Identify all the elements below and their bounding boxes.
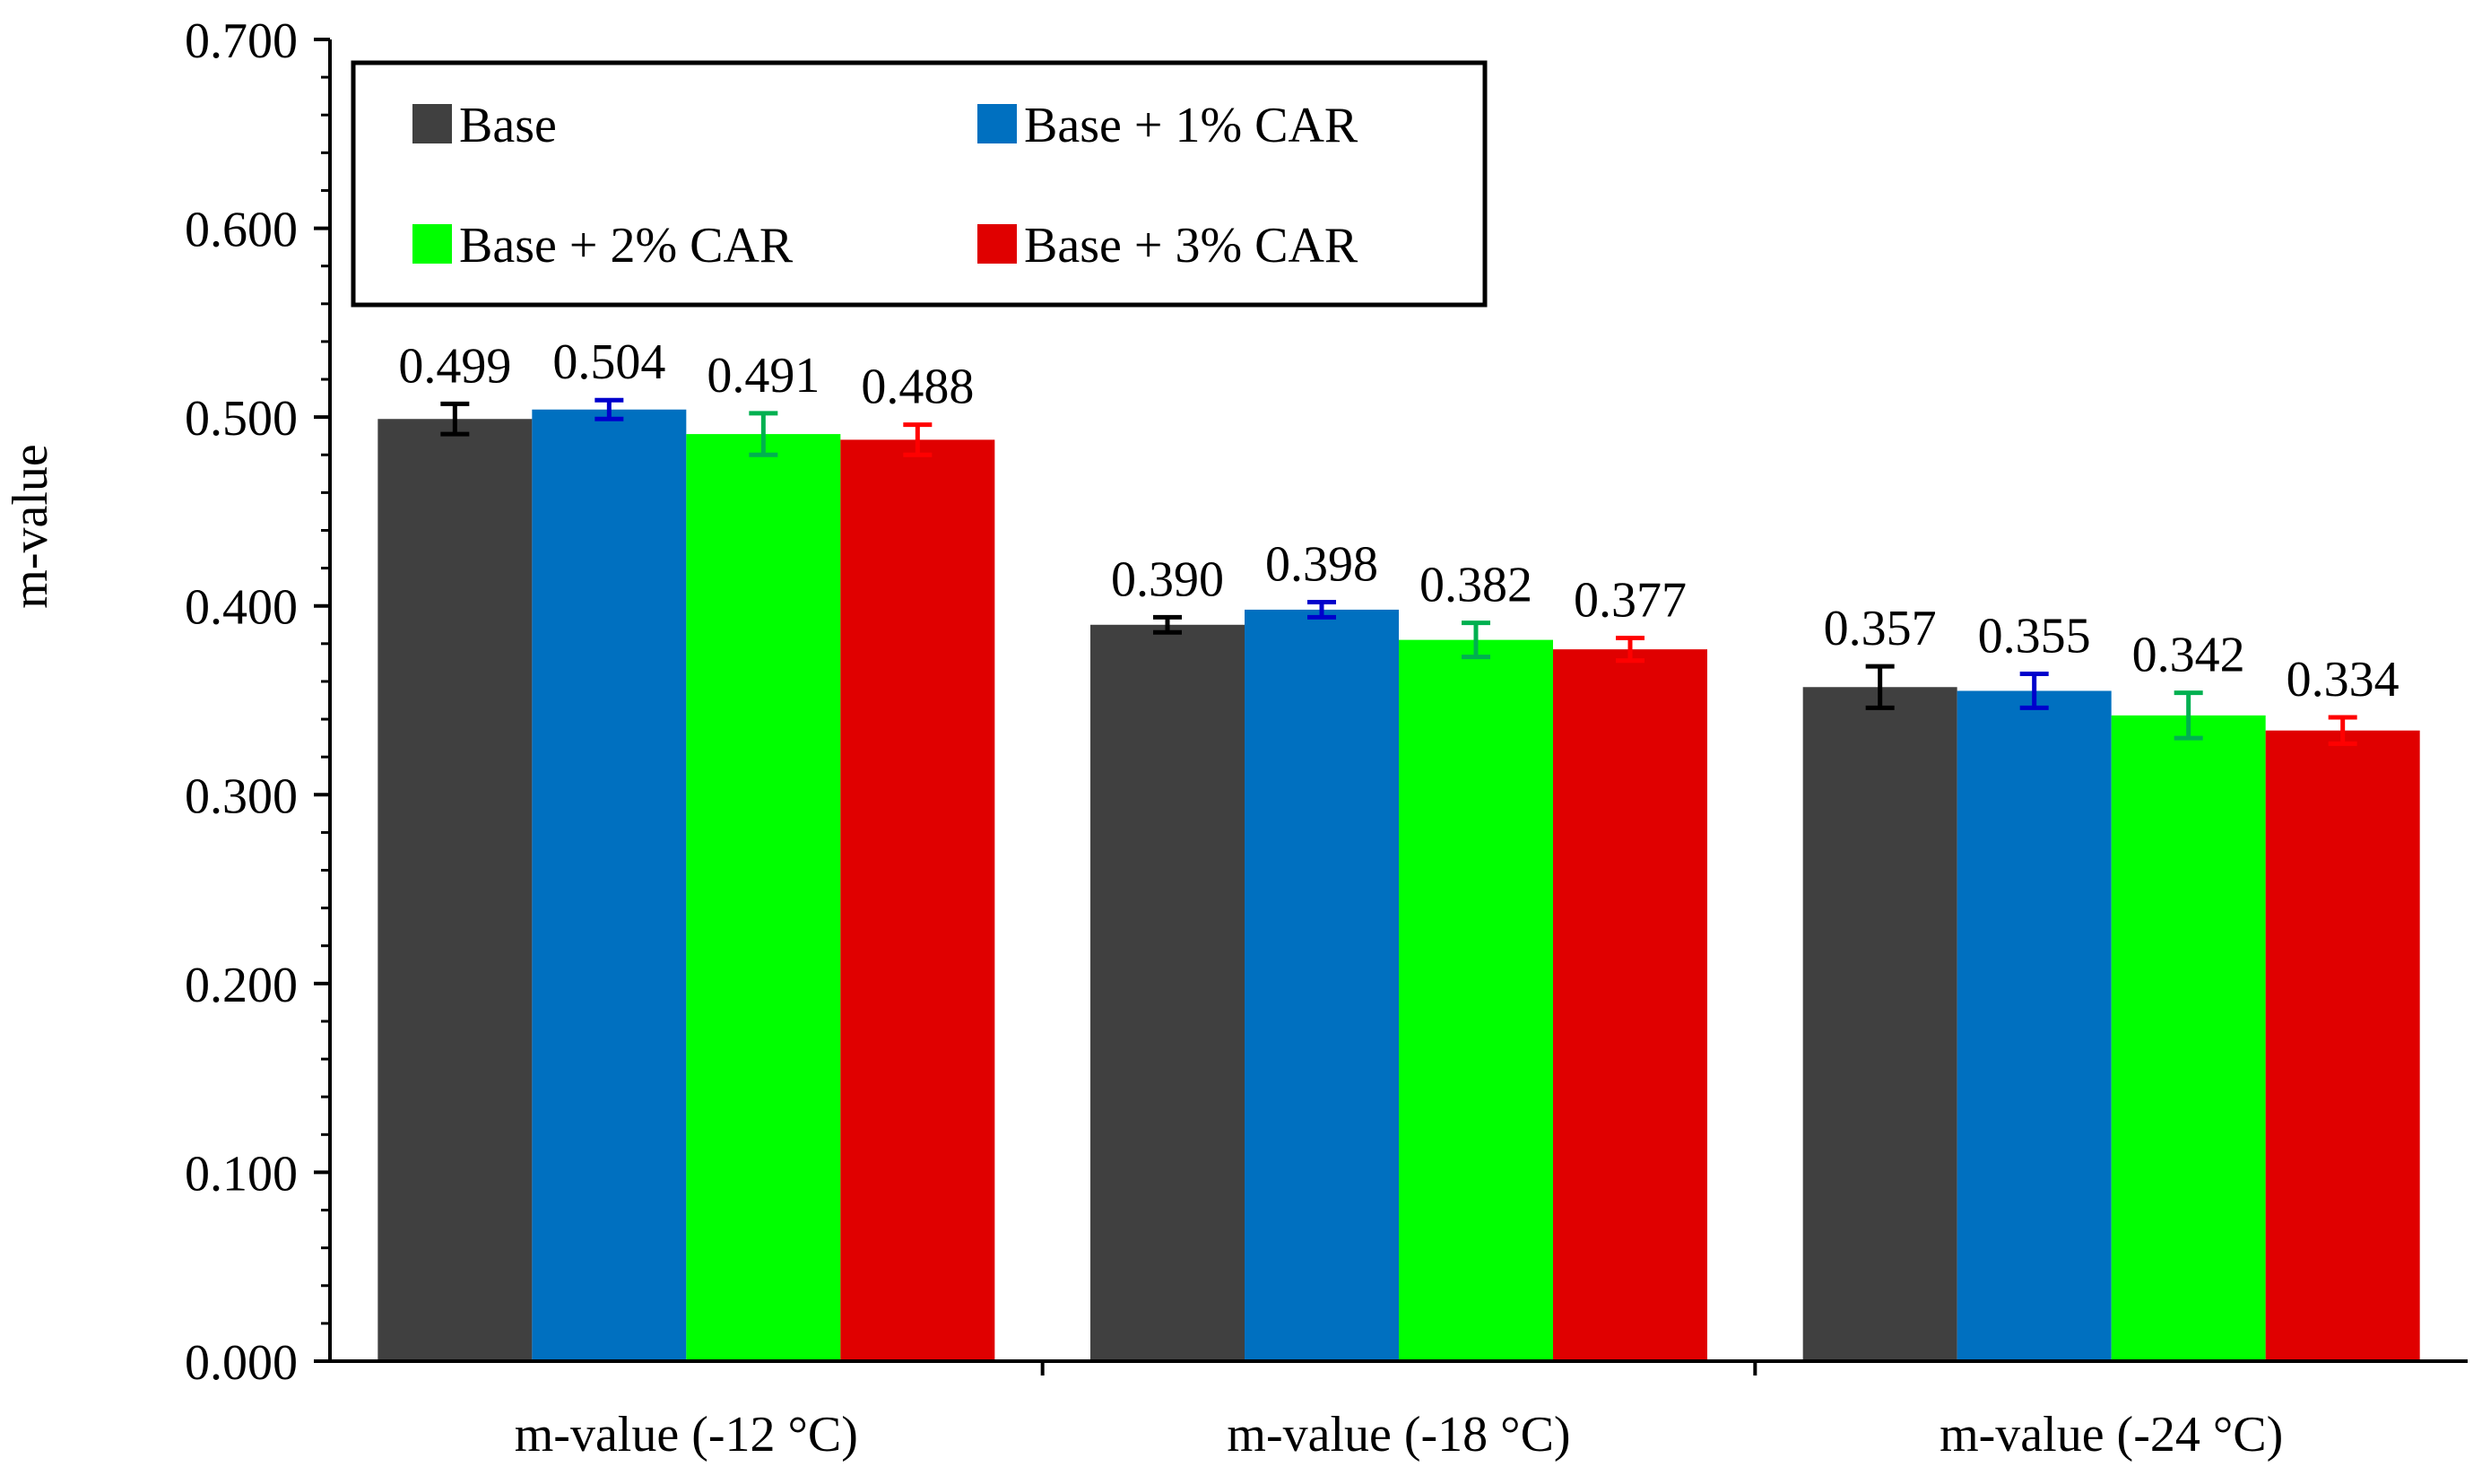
data-label-2-series-1: 0.390 xyxy=(1111,551,1224,607)
data-label-1-series-3: 0.491 xyxy=(707,348,820,404)
data-label-2-series-2: 0.398 xyxy=(1265,537,1378,593)
y-tick-label: 0.100 xyxy=(185,1146,298,1202)
error-bar-2-series-1 xyxy=(1153,614,1182,635)
data-label-1-series-1: 0.499 xyxy=(398,338,511,394)
legend-swatch xyxy=(977,104,1017,143)
legend-box xyxy=(351,60,1488,308)
error-bar-3-series-3 xyxy=(2174,690,2203,741)
legend: Base Base + 1% CAR Base + 2% CAR Base + 3% … xyxy=(351,60,1488,308)
bar-1-series-4 xyxy=(840,439,995,1362)
error-bar-2-series-4 xyxy=(1616,636,1645,664)
error-bar-3-series-1 xyxy=(1865,664,1895,710)
data-label-3-series-4: 0.334 xyxy=(2287,652,2400,707)
legend-item-1: Base xyxy=(412,98,557,153)
bar-3-series-3 xyxy=(2111,715,2266,1361)
legend-swatch xyxy=(412,104,452,143)
legend-label: Base + 2% CAR xyxy=(459,218,794,273)
error-bar-3-series-4 xyxy=(2328,715,2357,746)
legend-item-3: Base + 2% CAR xyxy=(412,218,794,273)
y-axis-title: m-value xyxy=(3,444,58,608)
y-tick-label: 0.000 xyxy=(185,1335,298,1391)
y-tick-label: 0.300 xyxy=(185,768,298,824)
y-tick-label: 0.500 xyxy=(185,391,298,447)
error-bar-1-series-3 xyxy=(749,411,778,457)
y-tick-label: 0.700 xyxy=(185,13,298,69)
data-label-1-series-4: 0.488 xyxy=(861,360,974,415)
data-label-2-series-4: 0.377 xyxy=(1574,573,1687,629)
legend-label: Base + 1% CAR xyxy=(1024,98,1358,153)
error-bar-3-series-2 xyxy=(2019,672,2049,710)
error-bar-1-series-4 xyxy=(903,422,933,457)
axes-layer: 0.000 0.100 0.200 0.300 0.400 0.500 0.600 0.700… xyxy=(185,13,2468,1462)
y-tick-label: 0.200 xyxy=(185,958,298,1013)
error-bars-layer xyxy=(440,397,2357,746)
bar-2-series-1 xyxy=(1090,624,1245,1361)
legend-swatch xyxy=(412,224,452,264)
error-bar-1-series-1 xyxy=(440,401,470,437)
error-bar-2-series-2 xyxy=(1307,600,1336,620)
bar-1-series-1 xyxy=(378,419,533,1362)
legend-label: Base xyxy=(459,98,557,153)
data-label-3-series-1: 0.357 xyxy=(1824,601,1937,656)
bar-3-series-1 xyxy=(1802,687,1957,1361)
data-label-3-series-3: 0.342 xyxy=(2132,628,2245,683)
x-category-label: m-value (-24 °C) xyxy=(1940,1407,2283,1462)
legend-item-4: Base + 3% CAR xyxy=(977,218,1358,273)
y-tick-label: 0.600 xyxy=(185,203,298,258)
bar-2-series-3 xyxy=(1399,639,1553,1361)
data-label-1-series-2: 0.504 xyxy=(552,334,665,390)
bar-1-series-2 xyxy=(532,409,687,1362)
bar-2-series-2 xyxy=(1245,609,1399,1361)
bars-layer xyxy=(378,409,2420,1362)
x-category-label: m-value (-18 °C) xyxy=(1227,1407,1570,1462)
legend-label: Base + 3% CAR xyxy=(1024,218,1358,273)
data-label-3-series-2: 0.355 xyxy=(1978,609,2091,664)
error-bar-2-series-3 xyxy=(1462,621,1490,660)
bar-3-series-4 xyxy=(2265,730,2420,1361)
bar-3-series-2 xyxy=(1957,690,2112,1361)
error-bar-1-series-2 xyxy=(594,397,624,421)
y-tick-label: 0.400 xyxy=(185,580,298,636)
data-labels-layer: 0.499 0.504 0.491 0.488 0.390 0.398 0.382 0.377… xyxy=(398,334,2399,707)
bar-1-series-3 xyxy=(686,434,841,1362)
bar-2-series-4 xyxy=(1553,649,1707,1361)
x-category-label: m-value (-12 °C) xyxy=(515,1407,858,1462)
legend-item-2: Base + 1% CAR xyxy=(977,98,1358,153)
legend-swatch xyxy=(977,224,1017,264)
data-label-2-series-3: 0.382 xyxy=(1419,558,1532,613)
